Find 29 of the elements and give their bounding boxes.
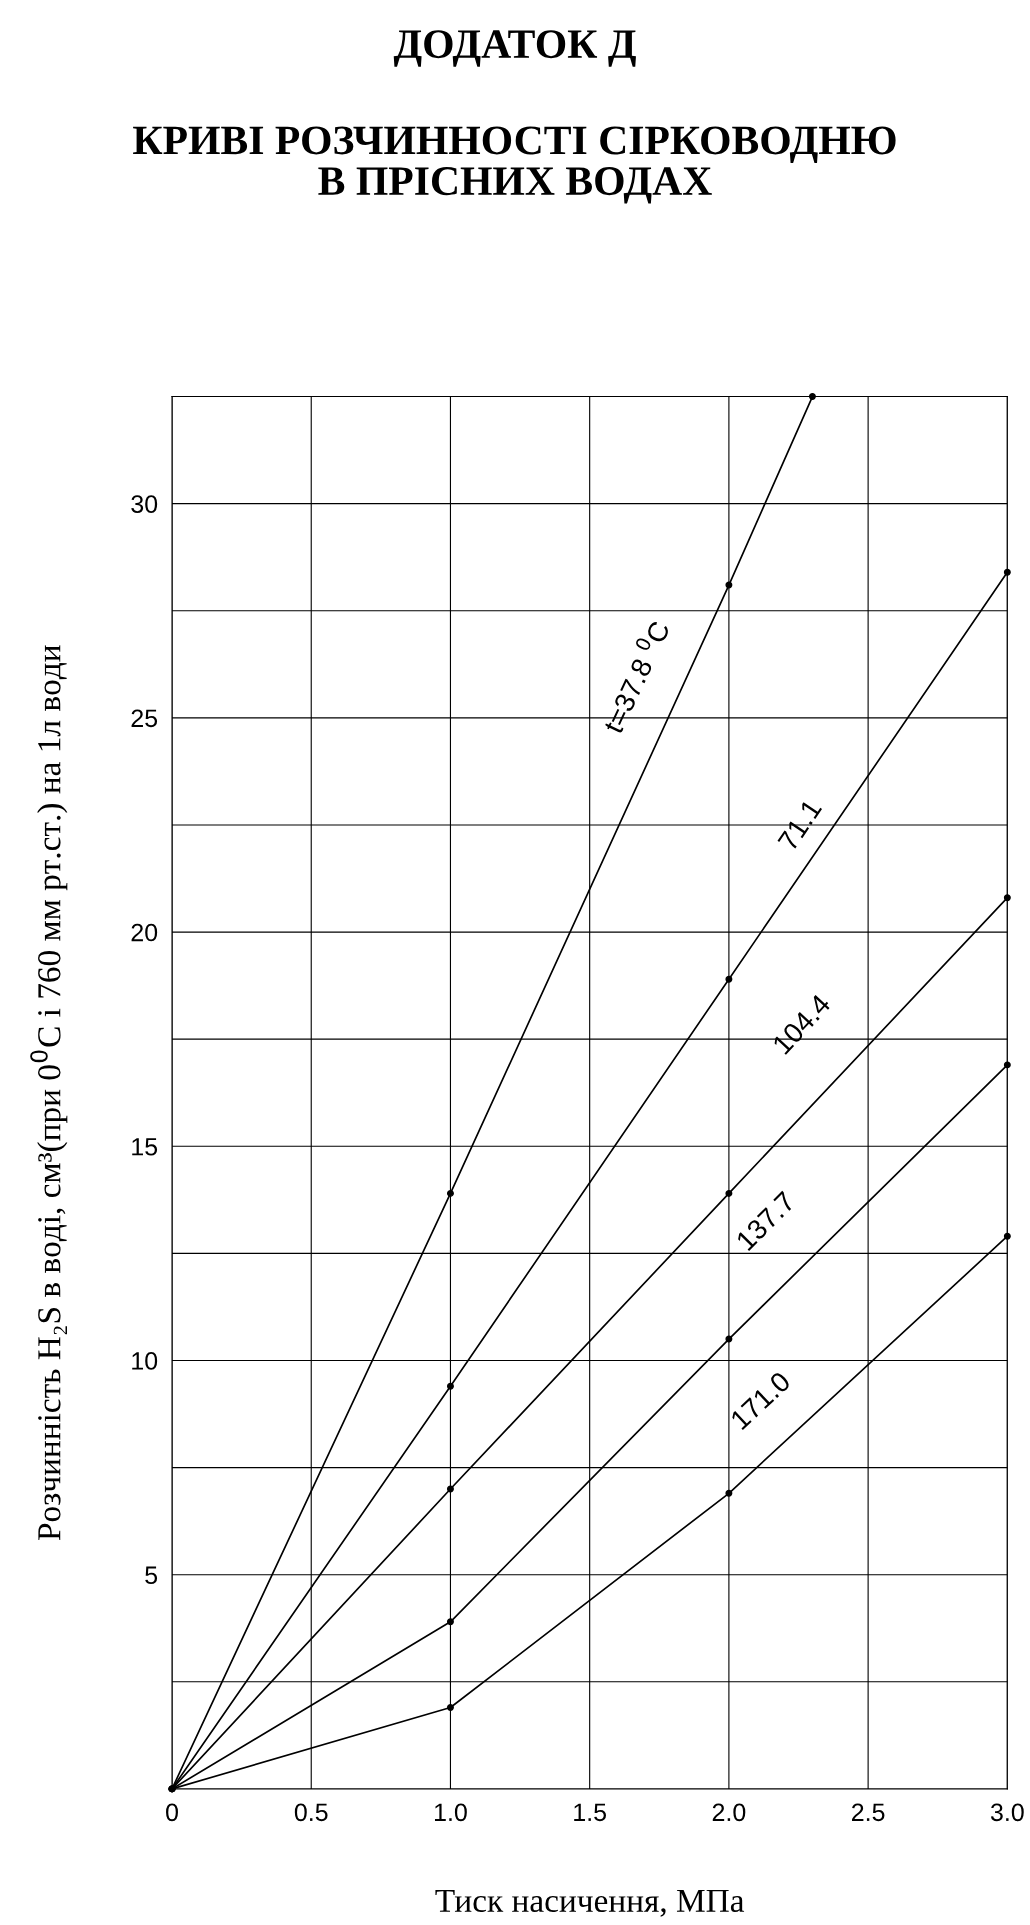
x-tick-label: 1.5 xyxy=(574,1803,607,1822)
point xyxy=(725,975,733,983)
point xyxy=(446,1485,454,1493)
point xyxy=(446,1704,454,1711)
y-axis-title: Розчинність H₂S в воді, см³(при 0$^{0}$C і 760 мм рт.ст.) на 1л води xyxy=(30,645,68,1541)
point xyxy=(446,1189,454,1197)
point xyxy=(725,1335,733,1343)
y-tick-label: 5 xyxy=(145,1566,158,1584)
x-tick-label: 0.5 xyxy=(294,1803,328,1822)
point xyxy=(725,1189,733,1197)
y-tick-label: 15 xyxy=(132,1138,158,1156)
y-tick-label: 20 xyxy=(131,923,158,942)
x-tick-label: 2.5 xyxy=(852,1803,885,1822)
x-tick-label: 1.0 xyxy=(434,1803,467,1822)
point xyxy=(446,1618,454,1626)
annotation: t=37.8 $^{0}$C xyxy=(597,617,671,735)
x-axis-title: Тиск насичення, МПа xyxy=(435,1889,745,1917)
annotation: 71.1 xyxy=(777,798,823,852)
x-tick-label: 3.0 xyxy=(990,1803,1024,1822)
x-tick-label: 0 xyxy=(166,1803,178,1822)
x-tick-label: 2.0 xyxy=(712,1803,746,1822)
point xyxy=(725,1489,733,1497)
y-tick-label: 30 xyxy=(131,495,158,513)
y-tick-label: 10 xyxy=(132,1352,158,1370)
y-tick-label: 25 xyxy=(131,709,158,728)
chart-title: ДОДАТОК Д xyxy=(393,30,636,67)
chart-subtitle: КРИВІ РОЗЧИННОСТІ СІРКОВОДНЮ В ПРІСНИХ ВОДАХ xyxy=(133,126,896,204)
point xyxy=(725,581,733,589)
point xyxy=(446,1382,454,1390)
